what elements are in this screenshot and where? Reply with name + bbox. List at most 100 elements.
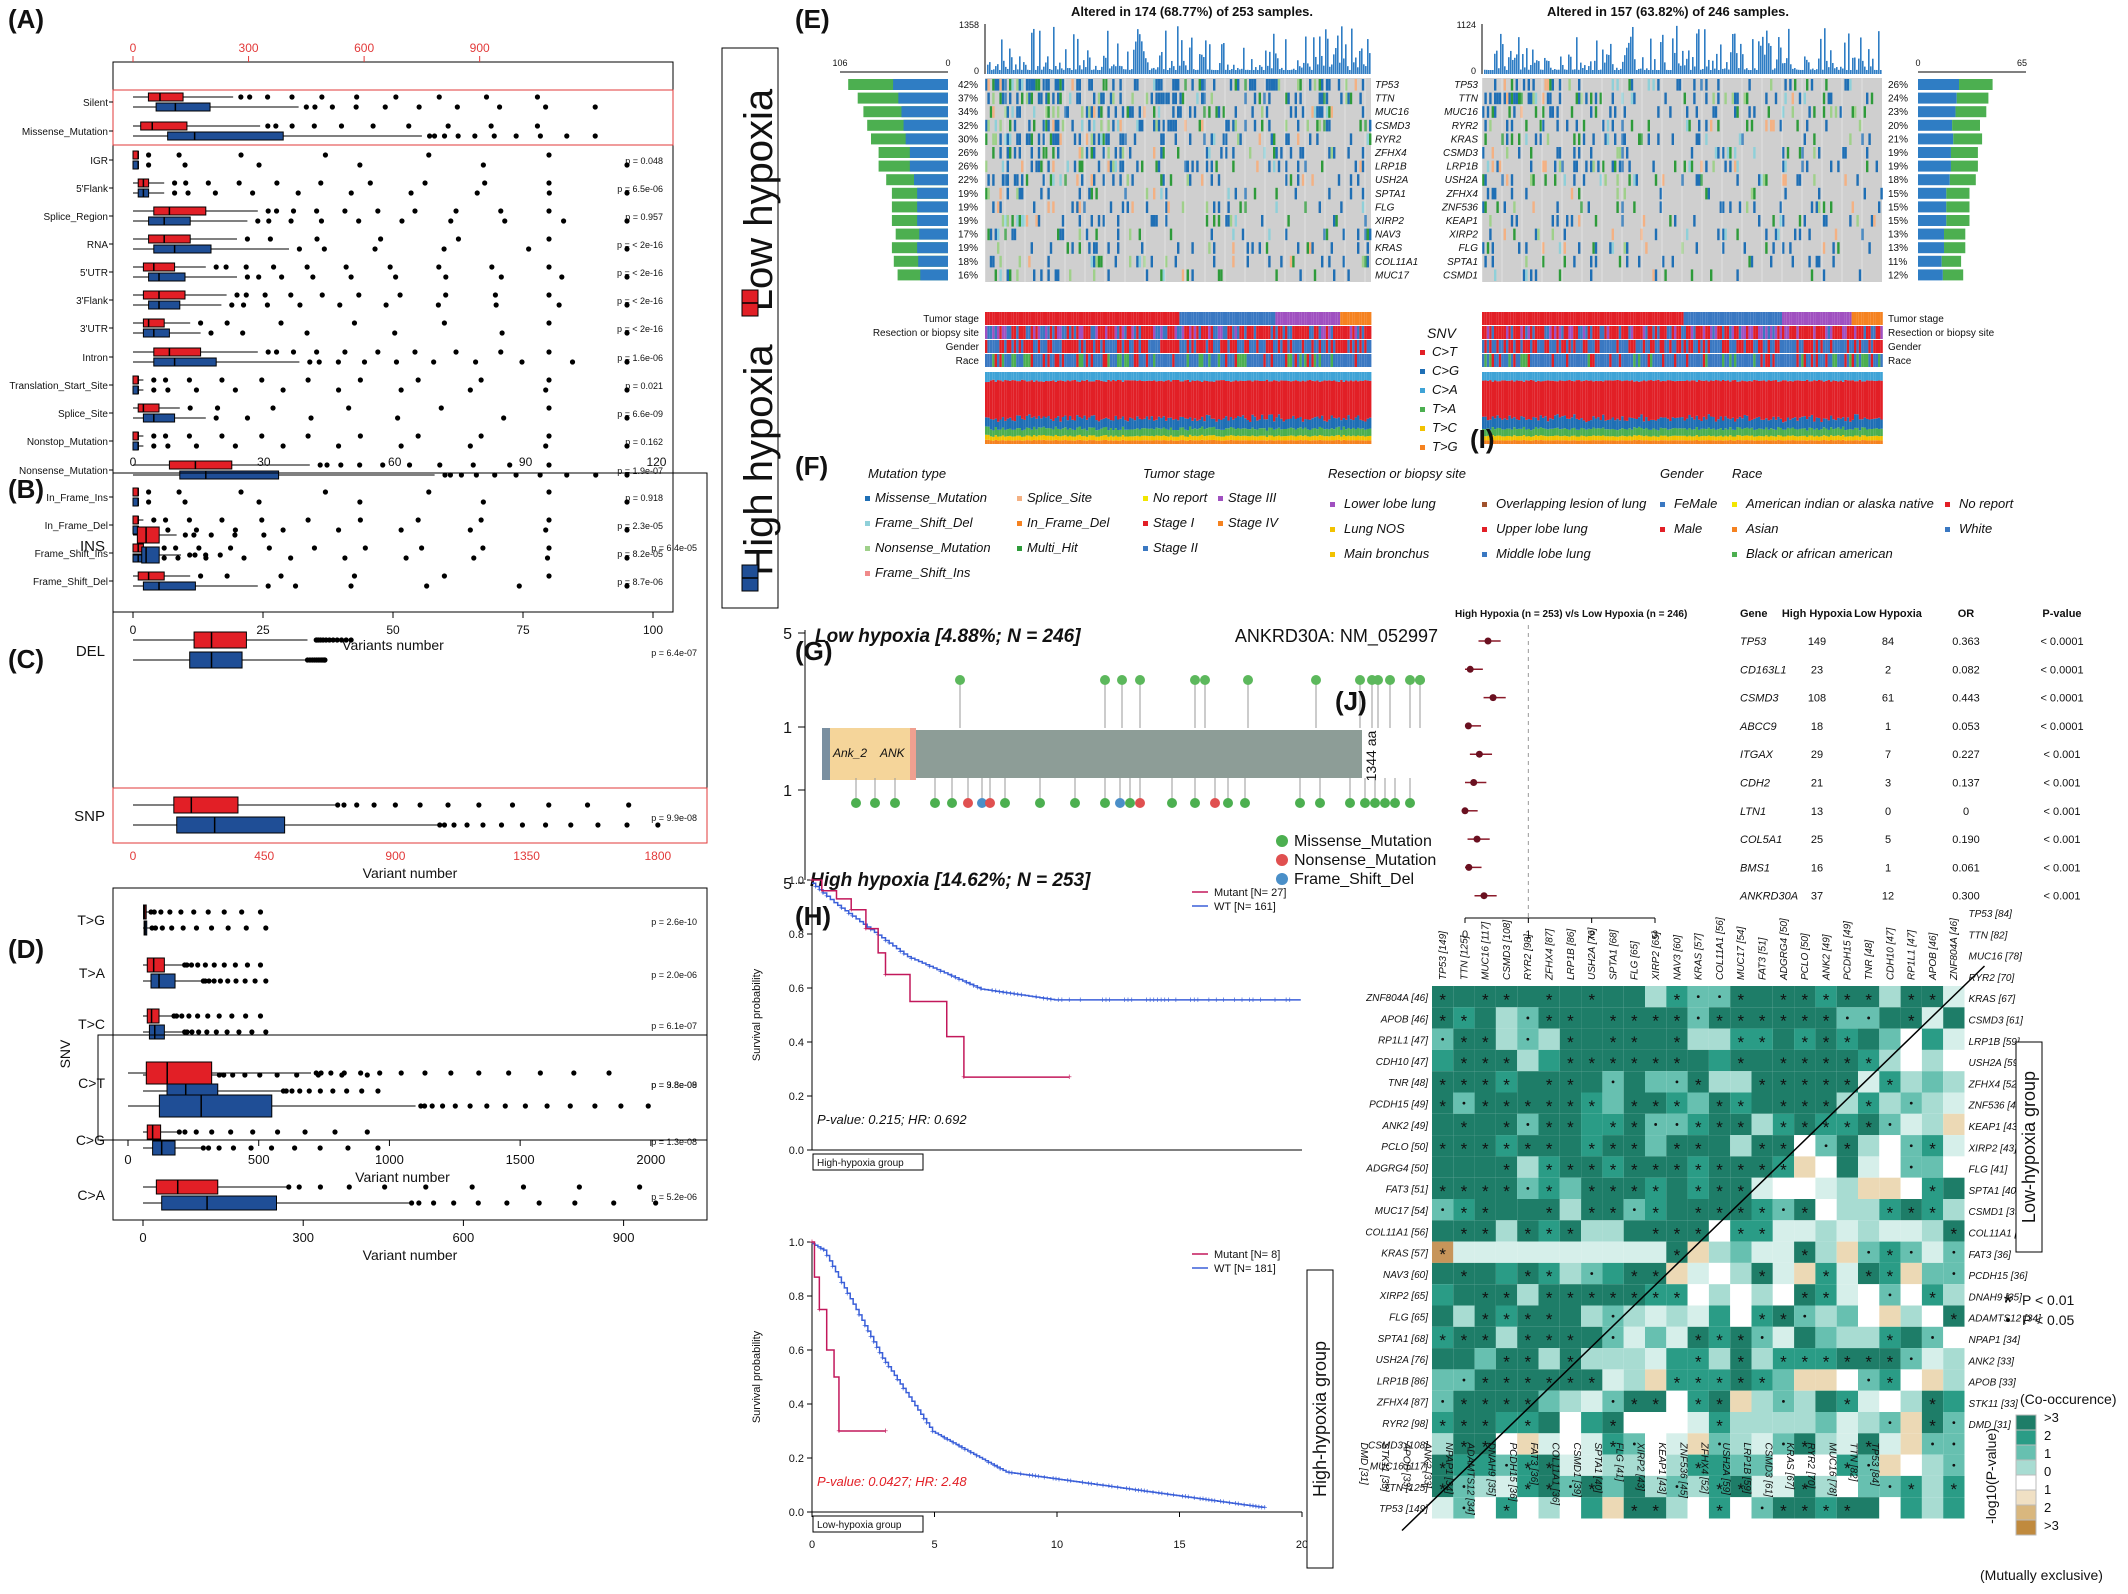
e-mutation-cell: [1241, 228, 1245, 241]
e-tmb-bar: [1784, 63, 1786, 74]
e-clinical-cell: [1239, 340, 1242, 353]
e-mutation-cell: [1700, 79, 1703, 91]
e-snv-bar: [1534, 381, 1538, 418]
e-mutation-cell: [1309, 133, 1312, 145]
e-snv-bar: [1489, 436, 1492, 441]
c-high-5-outlier: [451, 1200, 457, 1206]
e-mutation-cell: [1676, 79, 1679, 91]
c-low-1-outlier: [202, 962, 208, 968]
e-snv-bar: [1126, 440, 1129, 444]
e-clinical-cell: [1239, 312, 1242, 325]
a-low-12-outlier: [305, 433, 311, 439]
e-snv-bar: [1241, 415, 1245, 429]
e-clinical-cell: [1710, 312, 1713, 325]
e-tmb-bar: [1550, 67, 1552, 74]
e-snv-bar: [1102, 427, 1105, 436]
e-tmb-bar: [1744, 69, 1746, 74]
e-left-gene: USH2A: [1375, 175, 1409, 186]
e-mutation-cell: [1671, 255, 1674, 268]
e-mutation-cell: [1237, 79, 1240, 91]
e-snv-bar: [1498, 372, 1502, 382]
e-snv-bar: [1510, 440, 1514, 444]
e-snv-bar: [1021, 418, 1024, 431]
e-clinical-cell: [1203, 354, 1206, 367]
e-mutation-cell: [1018, 255, 1021, 268]
e-tmb-bar: [1125, 69, 1127, 74]
e-clinical-cell: [1774, 340, 1778, 353]
e-tmb-bar: [1752, 39, 1754, 74]
d-high-outlier: [452, 1103, 458, 1109]
a-low-7-outlier: [234, 292, 240, 298]
e-snv-bar: [1119, 440, 1122, 444]
e-clinical-cell: [1102, 312, 1105, 325]
e-snv-bar: [1184, 418, 1187, 430]
e-mutation-cell: [1705, 119, 1708, 132]
e-clinical-cell: [1131, 354, 1134, 367]
e-clinical-cell: [1028, 326, 1031, 339]
e-clinical-cell: [1494, 340, 1497, 353]
e-snv-bar: [1160, 436, 1163, 441]
c-low-4-outlier: [182, 1129, 188, 1135]
e-tmb-bar: [1766, 30, 1768, 74]
e-snv-bar: [1131, 436, 1134, 441]
e-clinical-cell: [1832, 312, 1835, 325]
e-snv-bar: [1311, 440, 1314, 444]
e-snv-bar: [1275, 436, 1278, 441]
e-mutation-cell: [1510, 92, 1514, 105]
e-snv-bar: [1160, 440, 1163, 444]
e-snv-bar: [1006, 436, 1009, 441]
e-snv-bar: [1237, 381, 1240, 417]
a-low-6-outlier: [546, 264, 552, 270]
a-high-3-outlier: [250, 190, 256, 196]
e-mutation-cell: [1047, 160, 1050, 173]
c-low-3-outlier: [257, 1072, 263, 1078]
e-clinical-cell: [1518, 312, 1521, 325]
a-high-12-outlier: [398, 443, 404, 449]
e-snv-bar: [1196, 380, 1199, 421]
e-mutation-cell: [1275, 79, 1278, 91]
e-snv-bar: [1222, 380, 1225, 419]
e-clinical-cell: [1566, 340, 1569, 353]
e-clinical-cell: [1342, 312, 1345, 325]
e-tmb-bar: [1139, 34, 1141, 74]
e-snv-bar: [1277, 372, 1281, 382]
e-clinical-cell: [1251, 354, 1254, 367]
e-clinical-cell: [1592, 354, 1595, 367]
e-snv-bar: [1174, 429, 1177, 437]
e-clinical-cell: [1273, 340, 1276, 353]
e-clinical-cell: [1486, 354, 1490, 367]
e-mutation-cell: [1527, 92, 1530, 105]
e-clinical-cell: [1232, 340, 1235, 353]
e-snv-bar: [1071, 429, 1074, 437]
e-mutation-cell: [1306, 242, 1309, 254]
e-clinical-cell: [1849, 340, 1852, 353]
e-clinical-cell: [1153, 354, 1156, 367]
e-clinical-cell: [1126, 312, 1129, 325]
e-clinical-cell: [1827, 312, 1830, 325]
e-mutation-cell: [1494, 79, 1497, 91]
a-low-16-outlier: [266, 545, 272, 551]
e-snv-bar: [994, 427, 997, 436]
e-mutation-cell: [1700, 174, 1703, 186]
e-snv-bar: [1268, 414, 1271, 428]
d-xlabel: Variant number: [355, 1169, 450, 1185]
e-snv-bar: [1145, 416, 1149, 429]
e-clinical-cell: [1537, 312, 1540, 325]
e-clinical-cell: [1854, 326, 1857, 339]
e-clinical-cell: [1136, 354, 1139, 367]
a-low-15-outlier: [357, 517, 363, 523]
e-clinical-cell: [1508, 354, 1511, 367]
e-tmb-bar: [1227, 64, 1229, 74]
e-mutation-cell: [1630, 79, 1634, 91]
a-pvalue: p = 0.162: [625, 437, 663, 447]
e-clinical-cell: [985, 312, 988, 325]
e-clinical-cell: [1582, 326, 1586, 339]
e-clinical-cell: [1515, 340, 1518, 353]
e-mutation-cell: [1227, 119, 1230, 132]
e-right-pct: 18%: [1888, 175, 1908, 186]
e-tmb-bar: [1592, 69, 1594, 74]
e-mutation-cell: [1208, 242, 1211, 254]
e-mutation-cell: [1710, 269, 1713, 281]
d-low-outlier: [476, 1070, 482, 1076]
e-mutation-cell: [1273, 147, 1276, 159]
